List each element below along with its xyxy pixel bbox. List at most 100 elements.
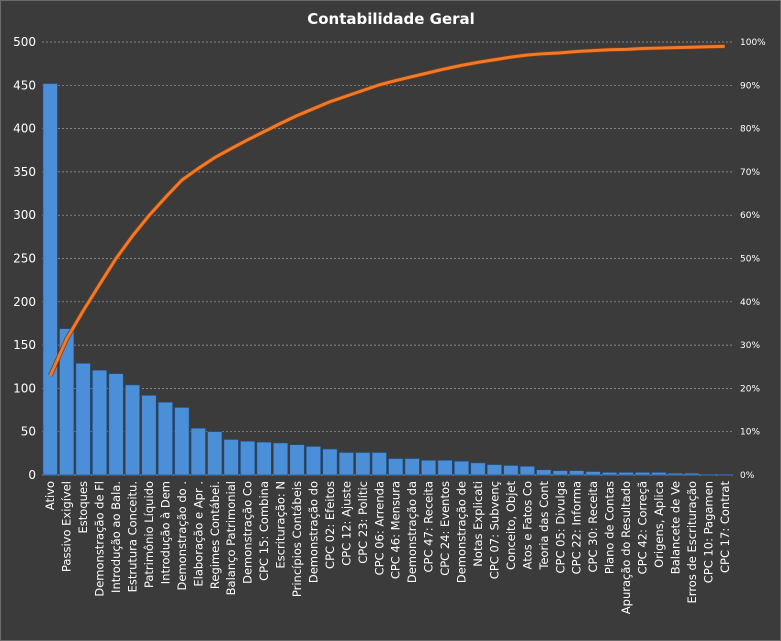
- bars: [42, 83, 733, 476]
- bar: [552, 470, 568, 476]
- y-tick-label: 350: [13, 165, 36, 179]
- bar: [421, 459, 437, 476]
- bar: [618, 472, 634, 476]
- bar: [75, 362, 91, 476]
- bar: [223, 439, 239, 476]
- bar: [684, 472, 700, 476]
- y-tick-label: 200: [13, 295, 36, 309]
- x-tick-label: CPC 42: Correçã: [636, 481, 650, 574]
- bar: [108, 373, 124, 476]
- bar: [503, 465, 519, 476]
- bar: [355, 452, 371, 476]
- y-tick-label: 450: [13, 78, 36, 92]
- x-tick-label: Conceito, Objet: [504, 481, 518, 570]
- x-tick-label: Demonstração de Fl: [93, 481, 107, 597]
- y-tick-label: 500: [13, 35, 36, 49]
- bar: [437, 459, 453, 476]
- x-tick-label: Demonstração do .: [175, 481, 189, 590]
- x-tick-label: Atos e Fatos Co: [520, 481, 534, 569]
- bar: [371, 452, 387, 476]
- bar: [240, 440, 256, 476]
- x-tick-label: CPC 17: Contrat: [718, 481, 732, 573]
- x-tick-label: Plano de Contas: [603, 481, 617, 574]
- gridlines: [42, 41, 733, 476]
- x-tick-label: CPC 02: Efeitos: [323, 481, 337, 569]
- bar: [256, 441, 272, 476]
- x-tick-label: CPC 30: Receita: [586, 481, 600, 573]
- x-tick-label: CPC 22: Informa: [570, 481, 584, 574]
- x-tick-label: Notas Explicati: [471, 481, 485, 567]
- bar: [470, 462, 486, 476]
- bar: [305, 446, 322, 476]
- y-tick-label: 100: [13, 381, 36, 395]
- x-tick-label: CPC 24: Eventos: [438, 481, 452, 576]
- chart-title: Contabilidade Geral: [307, 10, 475, 28]
- bar: [667, 472, 683, 476]
- bar: [141, 395, 157, 476]
- bar: [157, 401, 173, 476]
- y-tick-label: 150: [13, 338, 36, 352]
- x-tick-label: Demonstração Co: [241, 481, 255, 584]
- x-tick-label: Teoria das Cont: [537, 481, 551, 571]
- bar: [92, 369, 108, 476]
- y2-tick-label: 80%: [740, 125, 760, 135]
- x-tick-label: Introdução à Dem: [158, 481, 172, 584]
- x-tick-label: CPC 06: Arrenda: [372, 481, 386, 575]
- x-tick-label: Demonstração de: [455, 481, 469, 583]
- x-tick-label: Elaboração e Apr .: [191, 481, 205, 587]
- bar: [569, 470, 585, 476]
- y2-tick-label: 40%: [740, 298, 760, 308]
- x-tick-label: Estoques: [76, 481, 90, 533]
- x-tick-label: Passivo Exigível: [60, 481, 74, 572]
- bar: [174, 407, 190, 476]
- cumulative-line-series: [48, 44, 725, 377]
- y2-tick-label: 0%: [740, 471, 755, 481]
- bar: [404, 458, 420, 476]
- bar: [124, 384, 141, 476]
- bar: [322, 448, 338, 476]
- x-tick-label: Regimes Contábei.: [208, 481, 222, 589]
- y2-tick-label: 100%: [740, 38, 766, 48]
- bar: [536, 469, 552, 476]
- x-tick-label: CPC 05: Divulga: [553, 481, 567, 574]
- y2-tick-label: 90%: [740, 81, 760, 91]
- x-tick-label: Patrimônio Líquido: [142, 481, 156, 588]
- bar: [585, 471, 601, 476]
- secondary-y-axis: 0% 10% 20% 30% 40% 50% 60% 70% 80% 90% 100%: [740, 38, 766, 481]
- x-tick-label: Origens, Aplica: [652, 481, 666, 568]
- bar: [42, 83, 58, 476]
- bar: [207, 431, 223, 476]
- bar: [700, 473, 716, 476]
- bar: [453, 460, 470, 476]
- bar: [634, 472, 651, 476]
- y-tick-label: 0: [28, 468, 36, 482]
- y2-tick-label: 30%: [740, 341, 760, 351]
- x-tick-label: CPC 46: Mensura: [389, 481, 403, 579]
- x-tick-label: CPC 47: Receita: [422, 481, 436, 573]
- y-tick-label: 400: [13, 122, 36, 136]
- x-tick-label: CPC 15: Combina: [257, 481, 271, 581]
- x-tick-label: Demonstração da: [405, 481, 419, 583]
- x-tick-label: Apuração do Resultado: [619, 481, 633, 614]
- y-tick-label: 300: [13, 208, 36, 222]
- x-tick-label: Erros de Escrituração: [685, 481, 699, 603]
- bar: [289, 444, 305, 476]
- bar: [338, 452, 354, 476]
- x-tick-label: CPC 07: Subvenç: [487, 481, 501, 579]
- bar: [602, 472, 618, 476]
- bar: [59, 328, 75, 476]
- bar: [717, 473, 733, 476]
- x-tick-label: Estrutura Conceitu.: [125, 481, 139, 592]
- bar: [388, 458, 404, 476]
- x-tick-label: CPC 10: Pagamen: [701, 481, 715, 583]
- bar: [486, 464, 502, 476]
- y-tick-label: 250: [13, 252, 36, 266]
- x-tick-label: Princípios Contábeis: [290, 481, 304, 597]
- y2-tick-label: 20%: [740, 384, 760, 394]
- bar: [273, 442, 289, 476]
- bar: [651, 472, 667, 476]
- x-tick-label: Introdução ao Bala.: [109, 481, 123, 593]
- bar: [190, 427, 206, 476]
- x-tick-label: Demonstração do: [306, 481, 320, 583]
- y-tick-label: 50: [21, 425, 36, 439]
